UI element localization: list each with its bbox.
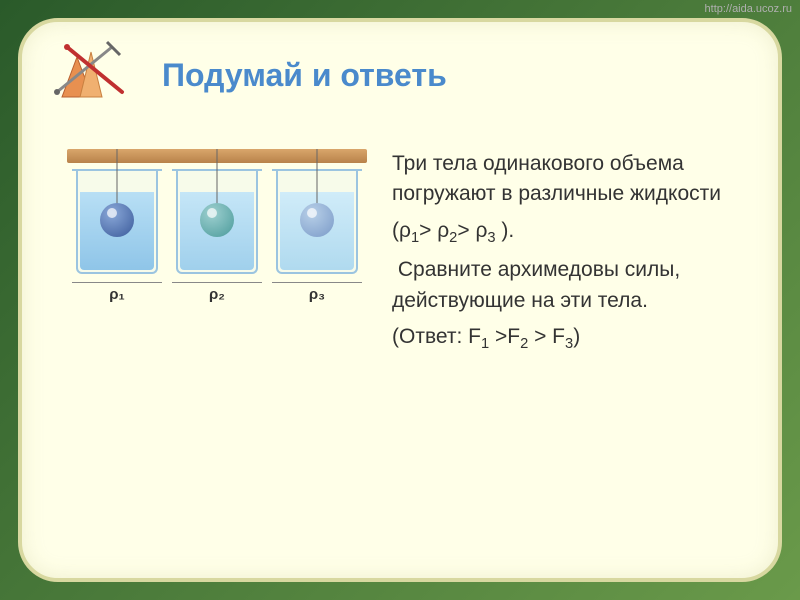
paragraph-2: (ρ1> ρ2> ρ3 ). (392, 216, 738, 250)
beaker-1: ρ₁ (72, 169, 162, 303)
source-url: http://aida.ucoz.ru (697, 0, 800, 18)
content-row: ρ₁ ρ₂ (62, 149, 738, 362)
slide-card: Подумай и ответь ρ₁ (18, 18, 782, 582)
slide-title: Подумай и ответь (162, 57, 738, 94)
question-text: Три тела одинакового объема погружают в … (392, 149, 738, 362)
paragraph-1: Три тела одинакового объема погружают в … (392, 149, 738, 210)
beaker-2: ρ₂ (172, 169, 262, 303)
rho-label-2: ρ₂ (172, 282, 262, 303)
rho-label-1: ρ₁ (72, 282, 162, 303)
paragraph-4: (Ответ: F1 >F2 > F3) (392, 322, 738, 356)
ball-2 (200, 203, 234, 237)
rho-label-3: ρ₃ (272, 282, 362, 303)
beaker-3: ρ₃ (272, 169, 362, 303)
beakers-diagram: ρ₁ ρ₂ (62, 149, 372, 362)
paragraph-3: Сравните архимедовы силы, действующие на… (392, 255, 738, 316)
ball-3 (300, 203, 334, 237)
ball-1 (100, 203, 134, 237)
tools-icon (52, 37, 132, 107)
